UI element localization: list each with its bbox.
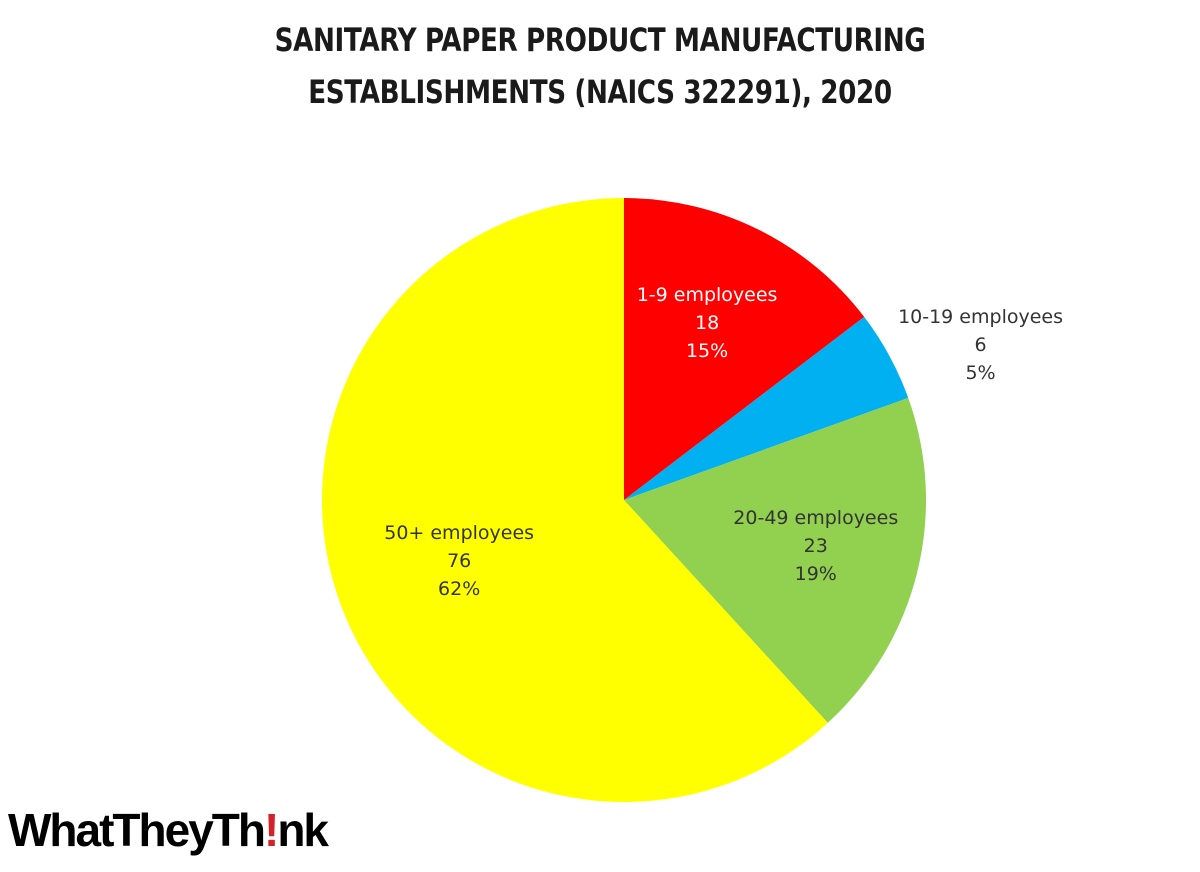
pie-label-category-1: 1-9 employees xyxy=(637,284,778,306)
logo-text-start: WhatTheyTh xyxy=(8,804,266,856)
pie-label-value-2: 6 xyxy=(974,334,986,356)
pie-label-category-3: 20-49 employees xyxy=(733,507,898,529)
pie-label-value-1: 18 xyxy=(695,312,719,334)
pie-slices xyxy=(322,198,926,802)
pie-slice-1 xyxy=(624,198,865,500)
pie-slice-4 xyxy=(322,198,828,802)
pie-label-category-2: 10-19 employees xyxy=(898,306,1063,328)
pie-label-value-4: 76 xyxy=(447,550,471,572)
pie-label-category-4: 50+ employees xyxy=(384,522,534,544)
logo-exclamation: ! xyxy=(263,804,279,856)
pie-label-value-3: 23 xyxy=(804,535,828,557)
chart-title-line-1: SANITARY PAPER PRODUCT MANUFACTURING xyxy=(274,21,926,59)
pie-label-percent-1: 15% xyxy=(686,340,728,362)
chart-title: SANITARY PAPER PRODUCT MANUFACTURING EST… xyxy=(108,14,1092,118)
pie-label-percent-2: 5% xyxy=(965,362,995,384)
chart-title-line-2: ESTABLISHMENTS (NAICS 322291), 2020 xyxy=(308,73,892,111)
pie-label-percent-4: 62% xyxy=(438,578,480,600)
whattheythink-logo: WhatTheyTh!nk xyxy=(8,795,329,865)
pie-slice-2 xyxy=(624,316,909,500)
pie-slice-3 xyxy=(624,397,926,723)
pie-label-percent-3: 19% xyxy=(795,563,837,585)
pie-labels: 1-9 employees 18 15% 10-19 employees 6 5% 20-4… xyxy=(384,284,1063,600)
logo-text-end: nk xyxy=(277,804,329,856)
